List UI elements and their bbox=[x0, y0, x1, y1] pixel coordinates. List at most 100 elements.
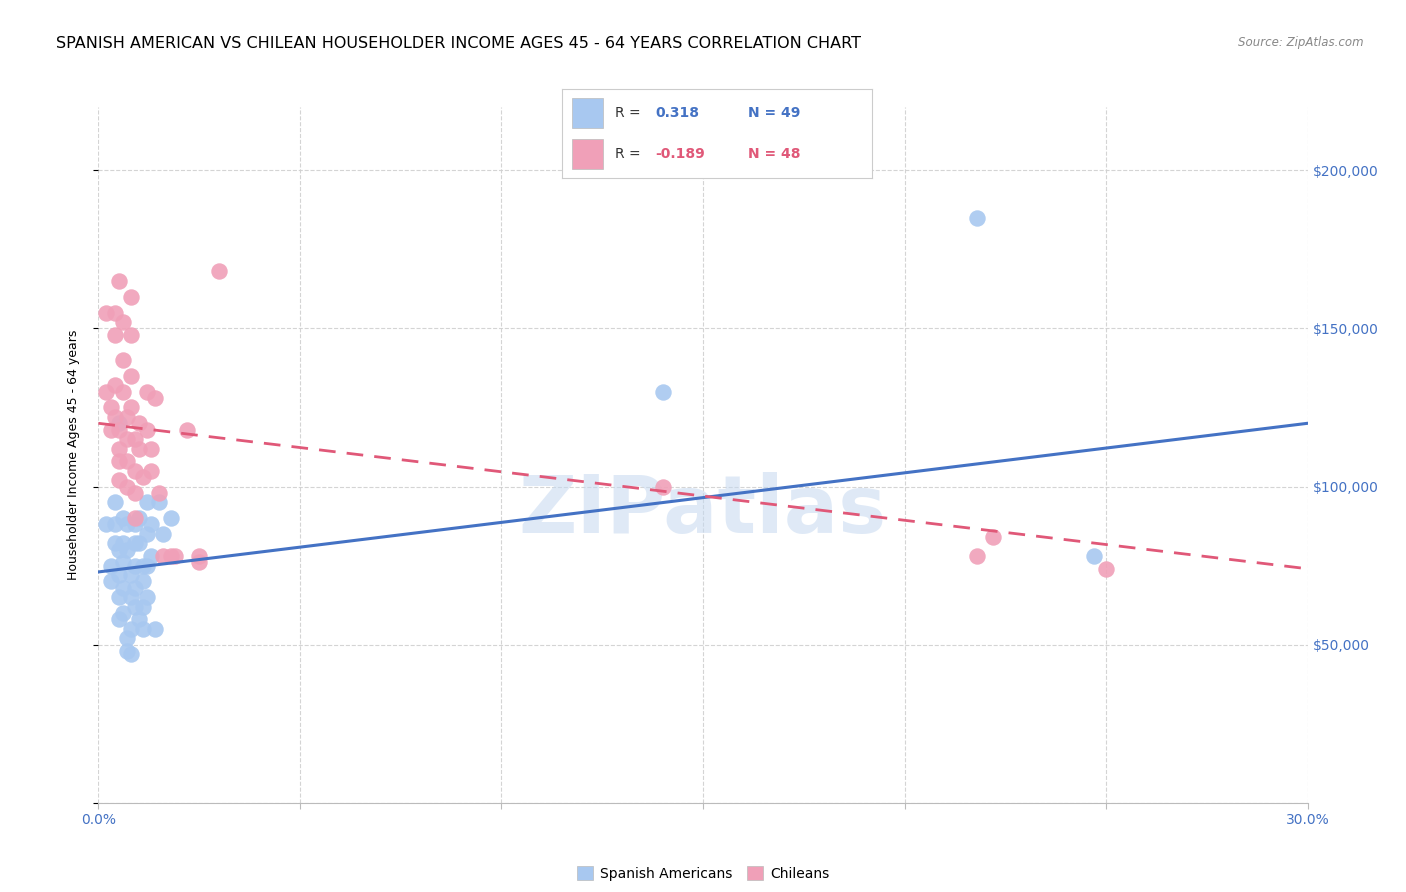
Point bbox=[966, 211, 988, 225]
Point bbox=[120, 647, 142, 661]
Point bbox=[132, 574, 155, 589]
Point bbox=[107, 417, 129, 431]
Point bbox=[135, 384, 157, 399]
Point bbox=[124, 558, 146, 573]
Point bbox=[107, 591, 129, 605]
Point bbox=[135, 591, 157, 605]
Point bbox=[124, 511, 146, 525]
Point bbox=[124, 432, 146, 446]
Point bbox=[124, 581, 146, 595]
Point bbox=[128, 442, 150, 456]
Text: ZIPatlas: ZIPatlas bbox=[519, 472, 887, 549]
Point bbox=[115, 432, 138, 446]
Point bbox=[651, 384, 673, 399]
Y-axis label: Householder Income Ages 45 - 64 years: Householder Income Ages 45 - 64 years bbox=[67, 330, 80, 580]
Point bbox=[115, 454, 138, 468]
Point bbox=[103, 378, 125, 392]
Point bbox=[111, 315, 134, 329]
Point bbox=[111, 511, 134, 525]
Text: N = 49: N = 49 bbox=[748, 106, 800, 120]
Text: -0.189: -0.189 bbox=[655, 147, 704, 161]
Point bbox=[128, 612, 150, 626]
Point bbox=[120, 368, 142, 383]
Text: SPANISH AMERICAN VS CHILEAN HOUSEHOLDER INCOME AGES 45 - 64 YEARS CORRELATION CH: SPANISH AMERICAN VS CHILEAN HOUSEHOLDER … bbox=[56, 36, 862, 51]
Legend: Spanish Americans, Chileans: Spanish Americans, Chileans bbox=[571, 861, 835, 887]
Point bbox=[135, 527, 157, 541]
Point bbox=[152, 527, 174, 541]
Point bbox=[139, 517, 162, 532]
Point bbox=[128, 511, 150, 525]
Point bbox=[132, 622, 155, 636]
Point bbox=[120, 622, 142, 636]
Point bbox=[1083, 549, 1105, 563]
Point bbox=[981, 530, 1004, 544]
Point bbox=[96, 305, 118, 319]
Point bbox=[143, 622, 166, 636]
Point bbox=[139, 464, 162, 478]
Point bbox=[120, 401, 142, 415]
Point bbox=[148, 486, 170, 500]
Point bbox=[115, 409, 138, 424]
Point bbox=[111, 606, 134, 620]
Point bbox=[111, 581, 134, 595]
Point bbox=[107, 442, 129, 456]
Point bbox=[148, 495, 170, 509]
Point bbox=[115, 517, 138, 532]
Text: R =: R = bbox=[614, 147, 645, 161]
Point bbox=[103, 517, 125, 532]
Point bbox=[107, 473, 129, 487]
Point bbox=[115, 542, 138, 557]
Point bbox=[103, 495, 125, 509]
Point bbox=[135, 423, 157, 437]
Point bbox=[124, 599, 146, 614]
Point bbox=[120, 568, 142, 582]
Point bbox=[107, 423, 129, 437]
Point bbox=[135, 495, 157, 509]
Point bbox=[111, 536, 134, 550]
Point bbox=[115, 644, 138, 658]
Point bbox=[139, 442, 162, 456]
Point bbox=[160, 549, 183, 563]
Point bbox=[139, 549, 162, 563]
Point bbox=[1095, 562, 1118, 576]
Point bbox=[966, 549, 988, 563]
Point bbox=[152, 549, 174, 563]
Bar bbox=[572, 98, 603, 128]
Point bbox=[651, 479, 673, 493]
Point bbox=[100, 401, 122, 415]
Point bbox=[132, 470, 155, 484]
Point bbox=[107, 568, 129, 582]
Point bbox=[163, 549, 186, 563]
Text: 0.318: 0.318 bbox=[655, 106, 699, 120]
Bar bbox=[572, 139, 603, 169]
Point bbox=[107, 274, 129, 288]
Point bbox=[188, 549, 211, 563]
Point bbox=[103, 409, 125, 424]
Point bbox=[120, 290, 142, 304]
Point bbox=[120, 327, 142, 342]
Point bbox=[103, 327, 125, 342]
Point bbox=[135, 558, 157, 573]
Text: Source: ZipAtlas.com: Source: ZipAtlas.com bbox=[1239, 36, 1364, 49]
Point bbox=[111, 556, 134, 570]
Point bbox=[160, 511, 183, 525]
Point bbox=[128, 417, 150, 431]
Point bbox=[128, 536, 150, 550]
Point bbox=[132, 599, 155, 614]
Point bbox=[103, 305, 125, 319]
Point bbox=[208, 264, 231, 278]
Point bbox=[100, 574, 122, 589]
Point bbox=[107, 612, 129, 626]
Text: N = 48: N = 48 bbox=[748, 147, 800, 161]
Point bbox=[107, 542, 129, 557]
Point bbox=[111, 384, 134, 399]
Point bbox=[111, 353, 134, 368]
Point bbox=[100, 558, 122, 573]
Point bbox=[188, 556, 211, 570]
Point bbox=[100, 423, 122, 437]
Point bbox=[124, 486, 146, 500]
Point bbox=[120, 591, 142, 605]
Point bbox=[124, 517, 146, 532]
Point bbox=[124, 464, 146, 478]
Point bbox=[176, 423, 198, 437]
